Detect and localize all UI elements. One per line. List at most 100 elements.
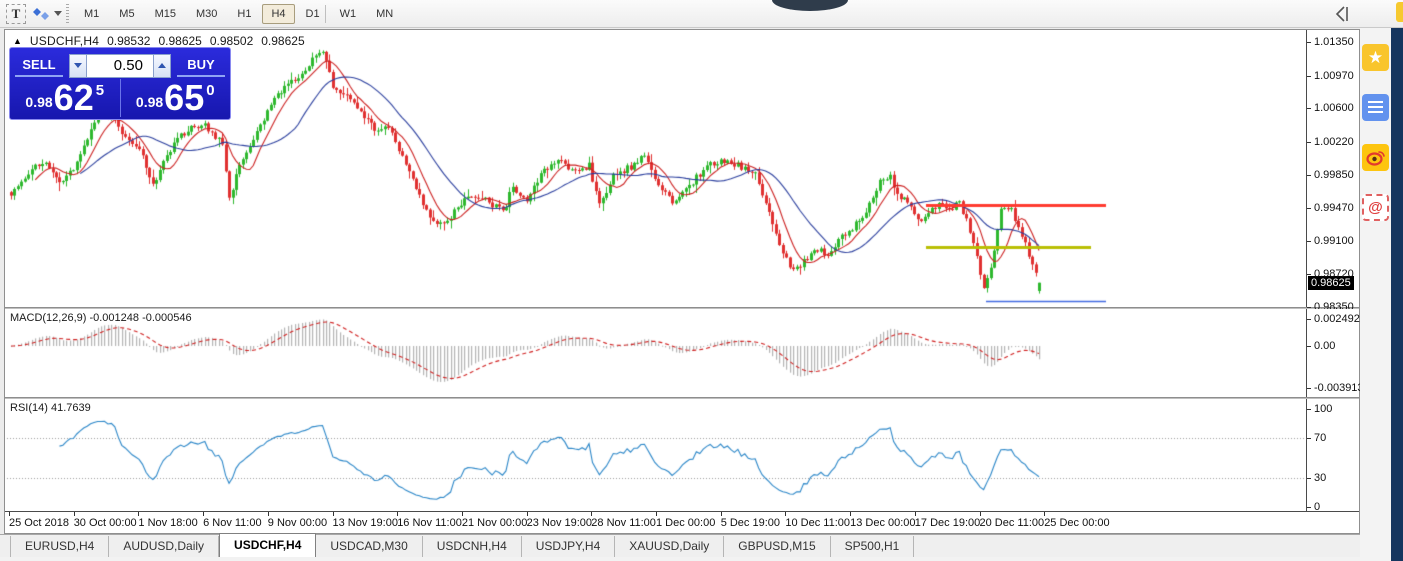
rsi-chart-canvas[interactable] [5,399,1307,511]
current-price-tag: 0.98625 [1308,275,1354,290]
time-axis-tick [332,512,334,516]
time-axis-label: 25 Oct 2018 [9,517,69,529]
down-arrow-icon [74,63,82,68]
price-axis-label: 1.00220 [1314,135,1354,148]
tab-xauusd-daily[interactable]: XAUUSD,Daily [615,536,725,557]
time-axis-label: 5 Dec 19:00 [720,517,781,529]
time-axis-label: 23 Nov 19:00 [526,517,593,529]
arrange-tool-icon[interactable] [32,5,52,23]
ohlc-open: 0.98532 [107,34,151,48]
time-axis-tick [73,512,75,516]
timeframe-button-h4[interactable]: H4 [262,4,295,24]
rsi-pane: RSI(14) 41.7639 [5,399,1307,511]
price-axis-tick [1307,141,1311,143]
top-toolbar: T M1 M5 M15 M30 H1 H4 D1 W1 MN [0,0,1403,28]
time-axis-label: 25 Dec 00:00 [1044,517,1110,529]
macd-pane: MACD(12,26,9) -0.001248 -0.000546 [5,309,1307,397]
macd-axis-tick [1307,346,1311,347]
toolbar-grip[interactable] [66,4,69,24]
timeframe-button-mn[interactable]: MN [376,8,394,20]
rsi-axis-label: 30 [1314,471,1327,484]
price-axis-label: 0.99850 [1314,168,1354,181]
price-axis-label: 1.00970 [1314,69,1354,82]
sidebar-collapse-icon[interactable] [1332,4,1354,24]
time-axis-label: 13 Nov 19:00 [332,517,398,529]
sidebar-edge-strip [1391,28,1403,561]
time-axis-tick [850,512,852,516]
time-axis-label: 17 Dec 19:00 [914,517,981,529]
time-axis-label: 1 Dec 00:00 [656,517,716,529]
timeframe-button-m5[interactable]: M5 [119,8,135,20]
time-axis-tick [1044,512,1046,516]
tab-usdcnh-h4[interactable]: USDCNH,H4 [423,536,522,557]
volume-field[interactable]: 0.50 [87,53,153,78]
volume-decrease-button[interactable] [69,53,87,78]
tab-usdcad-m30[interactable]: USDCAD,M30 [316,536,423,557]
buy-price-big: 65 [164,77,205,118]
price-axis-label: 1.00600 [1314,102,1354,115]
mail-share-icon[interactable]: @ [1362,194,1389,221]
macd-chart-canvas[interactable] [5,309,1307,397]
timeframe-button-d1[interactable]: D1 [305,8,320,20]
price-axis-label: 0.99470 [1314,202,1354,215]
time-axis-tick [267,512,269,516]
sell-price-sup: 5 [95,82,105,99]
time-axis-label: 21 Nov 00:00 [461,517,528,529]
price-pane: ▲ USDCHF,H4 0.98532 0.98625 0.98502 0.98… [5,30,1307,307]
news-feed-icon[interactable] [1362,94,1389,121]
sell-price[interactable]: 0.98 62 5 [10,79,121,117]
macd-label: MACD(12,26,9) -0.001248 -0.000546 [10,312,192,324]
ohlc-close: 0.98625 [261,34,305,48]
time-axis-label: 1 Nov 18:00 [138,517,198,529]
weibo-share-icon[interactable] [1362,144,1389,171]
tab-usdjpy-h4[interactable]: USDJPY,H4 [522,536,616,557]
sell-price-prefix: 0.98 [25,94,53,110]
time-axis-tick [203,512,205,516]
browser-sidebar: ★ @ [1360,28,1403,561]
time-axis-label: 10 Dec 11:00 [785,517,851,529]
tab-eurusd-h4[interactable]: EURUSD,H4 [10,536,110,557]
chart-title: ▲ USDCHF,H4 0.98532 0.98625 0.98502 0.98… [13,34,305,48]
volume-stepper: 0.50 [69,53,171,78]
timeframe-button-w1[interactable]: W1 [339,8,357,20]
dropdown-caret-icon[interactable] [54,11,62,16]
price-axis-label: 1.01350 [1314,36,1354,48]
timeframe-button-m30[interactable]: M30 [195,8,218,20]
rsi-axis-tick [1307,507,1311,508]
ohlc-low: 0.98502 [209,34,254,48]
up-arrow-icon [158,63,166,68]
sell-button[interactable]: SELL [15,55,63,77]
time-axis-tick [591,512,593,516]
rsi-axis-label: 0 [1314,501,1321,513]
price-axis: 0.98625 1.01350 1.00970 1.00600 1.00220 0.99… [1307,30,1359,313]
time-axis-tick [720,512,722,516]
volume-increase-button[interactable] [153,53,171,78]
pane-divider[interactable] [5,397,1359,399]
tab-sp500-h1[interactable]: SP500,H1 [831,536,915,557]
buy-button[interactable]: BUY [177,55,225,77]
price-axis-tick [1307,208,1311,210]
price-axis-tick [1307,174,1311,176]
time-axis[interactable]: 25 Oct 2018 30 Oct 00:00 1 Nov 18:00 6 Nov … [5,511,1359,533]
timeframe-button-m15[interactable]: M15 [154,8,176,20]
time-axis-tick [526,512,528,516]
favorites-star-icon[interactable]: ★ [1362,44,1389,71]
buy-price[interactable]: 0.98 65 0 [121,79,231,117]
price-axis-tick [1307,240,1311,242]
tab-gbpusd-m15[interactable]: GBPUSD,M15 [724,536,831,557]
text-tool-button[interactable]: T [6,4,26,24]
time-axis-tick [785,512,787,516]
time-axis-label: 13 Dec 00:00 [850,517,916,529]
tab-audusd-daily[interactable]: AUDUSD,Daily [109,536,220,557]
toolbar-separator [325,5,326,23]
pane-divider[interactable] [5,307,1359,309]
tab-usdchf-h4[interactable]: USDCHF,H4 [219,533,317,557]
timeframe-button-m1[interactable]: M1 [84,8,100,20]
time-axis-label: 6 Nov 11:00 [203,517,262,529]
macd-axis-label: -0.003913 [1314,382,1364,395]
timeframe-button-h1[interactable]: H1 [237,8,252,20]
rsi-axis-tick [1307,477,1311,479]
status-strip [0,557,1360,561]
overlay-notch [772,0,848,11]
